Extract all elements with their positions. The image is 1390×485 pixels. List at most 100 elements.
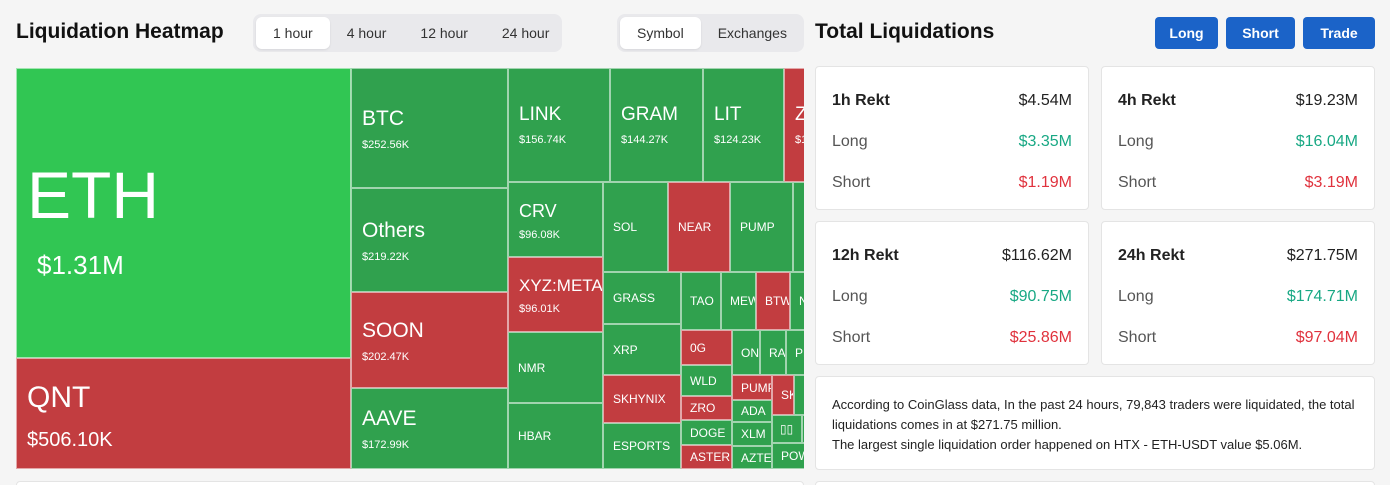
tile-sol[interactable]: SOL xyxy=(603,182,668,272)
short-label: Short xyxy=(832,329,871,346)
tile-link[interactable]: LINK $156.74K xyxy=(508,68,610,182)
tile-azte[interactable]: AZTE xyxy=(732,446,772,469)
short-amount: $3.19M xyxy=(1304,174,1358,191)
tile-value: $96.08K xyxy=(519,229,560,241)
tile-symbol: ASTER xyxy=(690,450,731,464)
tile-others[interactable]: Others $219.22K xyxy=(351,188,508,292)
tile-value: $96.01K xyxy=(519,303,560,315)
card-total: $271.75M xyxy=(1286,247,1358,264)
tile-symbol: GRAM xyxy=(621,104,678,125)
short-amount: $1.19M xyxy=(1018,174,1072,191)
bottom-panel-edge xyxy=(16,481,804,485)
tile-tao[interactable]: TAO xyxy=(681,272,721,330)
rekt-card-1h: 1h Rekt $4.54M Long $3.35M Short $1.19M xyxy=(815,66,1089,210)
tile-soon[interactable]: SOON $202.47K xyxy=(351,292,508,388)
tab-exchanges[interactable]: Exchanges xyxy=(717,25,787,41)
trade-button[interactable]: Trade xyxy=(1303,17,1375,49)
long-label: Long xyxy=(1118,133,1154,150)
long-button[interactable]: Long xyxy=(1155,17,1218,49)
tile-sk[interactable]: SK xyxy=(772,375,794,415)
card-long-row: Long $16.04M xyxy=(1118,133,1358,151)
tab-24-hour[interactable]: 24 hour xyxy=(501,25,550,41)
total-liquidations-title: Total Liquidations xyxy=(815,20,995,43)
tile-symbol: CRV xyxy=(519,201,557,221)
tile-skhynix[interactable]: SKHYNIX xyxy=(603,375,681,423)
tile-pump[interactable]: PUMP xyxy=(730,182,793,272)
tile-symbol: PE xyxy=(795,345,804,360)
liquidation-treemap: ETH $1.31M QNT $506.10K BTC $252.56K Oth… xyxy=(16,68,804,469)
tile-btw[interactable]: BTW xyxy=(756,272,790,330)
tile-doge[interactable]: DOGE xyxy=(681,420,732,445)
tile-symbol: Z xyxy=(795,104,804,126)
tile-symbol: XYZ:META xyxy=(519,276,603,295)
tile-symbol: SOL xyxy=(613,220,638,234)
tile-n[interactable]: N xyxy=(790,272,804,330)
tile-symbol: HBAR xyxy=(518,429,552,443)
tile-boxed-symbol[interactable]: ▯▯ xyxy=(772,415,802,443)
tile-esports[interactable]: ESPORTS xyxy=(603,423,681,469)
tile-symbol: Others xyxy=(362,219,426,242)
tile-eth[interactable]: ETH $1.31M xyxy=(16,68,351,358)
tile-mew[interactable]: MEW xyxy=(721,272,756,330)
tile-aster[interactable]: ASTER xyxy=(681,445,732,469)
tile-symbol: MEW xyxy=(730,294,755,308)
tile-hbar[interactable]: HBAR xyxy=(508,403,603,469)
tile-xlm[interactable]: XLM xyxy=(732,422,772,446)
tab-symbol[interactable]: Symbol xyxy=(620,17,701,49)
tile-value: $172.99K xyxy=(362,439,410,451)
tile-xrp[interactable]: XRP xyxy=(603,324,681,375)
card-label: 24h Rekt xyxy=(1118,247,1185,264)
tile-symbol: SKHYNIX xyxy=(613,392,666,406)
tile-qnt[interactable]: QNT $506.10K xyxy=(16,358,351,469)
tile-on[interactable]: ON xyxy=(732,330,760,375)
long-label: Long xyxy=(1118,288,1154,305)
tile-0g[interactable]: 0G xyxy=(681,330,732,365)
card-label: 4h Rekt xyxy=(1118,92,1176,109)
tile-ra[interactable]: RA xyxy=(760,330,786,375)
tile-symbol: BTW xyxy=(765,294,790,308)
tile-ada[interactable]: ADA xyxy=(732,400,772,422)
tile-zro[interactable]: ZRO xyxy=(681,396,732,420)
tile-aave[interactable]: AAVE $172.99K xyxy=(351,388,508,469)
tile-near[interactable]: NEAR xyxy=(668,182,730,272)
tile-unlabeled[interactable] xyxy=(794,375,804,415)
tile-unlabeled[interactable] xyxy=(802,415,804,443)
long-amount: $90.75M xyxy=(1009,288,1072,305)
tab-1-hour[interactable]: 1 hour xyxy=(256,17,330,49)
tile-nmr[interactable]: NMR xyxy=(508,332,603,403)
tile-crv[interactable]: CRV $96.08K xyxy=(508,182,603,257)
heatmap-title: Liquidation Heatmap xyxy=(16,20,224,43)
tile-value: $1.31M xyxy=(37,250,124,280)
tile-unlabeled[interactable] xyxy=(793,182,804,272)
card-short-row: Short $3.19M xyxy=(1118,174,1358,192)
short-button[interactable]: Short xyxy=(1226,17,1295,49)
tile-pow[interactable]: POW xyxy=(772,443,804,469)
tile-wld[interactable]: WLD xyxy=(681,365,732,396)
tile-value: $252.56K xyxy=(362,139,410,151)
short-amount: $25.86M xyxy=(1009,329,1072,346)
tab-12-hour[interactable]: 12 hour xyxy=(420,25,468,41)
long-amount: $174.71M xyxy=(1286,288,1358,305)
card-long-row: Long $174.71M xyxy=(1118,288,1358,306)
long-amount: $16.04M xyxy=(1295,133,1358,150)
card-total: $19.23M xyxy=(1295,92,1358,109)
bottom-panel-edge xyxy=(815,481,1375,485)
tile-lit[interactable]: LIT $124.23K xyxy=(703,68,784,182)
tile-pe[interactable]: PE xyxy=(786,330,804,375)
tile-grass[interactable]: GRASS xyxy=(603,272,681,324)
tile-value: $124.23K xyxy=(714,134,762,146)
short-label: Short xyxy=(1118,329,1157,346)
tile-symbol: NMR xyxy=(518,360,546,375)
card-short-row: Short $25.86M xyxy=(832,329,1072,347)
tile-pump-2[interactable]: PUMP xyxy=(732,375,772,400)
tile-z[interactable]: Z $1 xyxy=(784,68,804,182)
tab-4-hour[interactable]: 4 hour xyxy=(346,25,387,41)
tile-xyz-meta[interactable]: XYZ:META $96.01K xyxy=(508,257,603,332)
tile-value: $144.27K xyxy=(621,134,669,146)
card-label: 12h Rekt xyxy=(832,247,899,264)
tile-btc[interactable]: BTC $252.56K xyxy=(351,68,508,188)
long-amount: $3.35M xyxy=(1018,133,1072,150)
tile-gram[interactable]: GRAM $144.27K xyxy=(610,68,703,182)
tile-symbol: DOGE xyxy=(690,425,726,440)
